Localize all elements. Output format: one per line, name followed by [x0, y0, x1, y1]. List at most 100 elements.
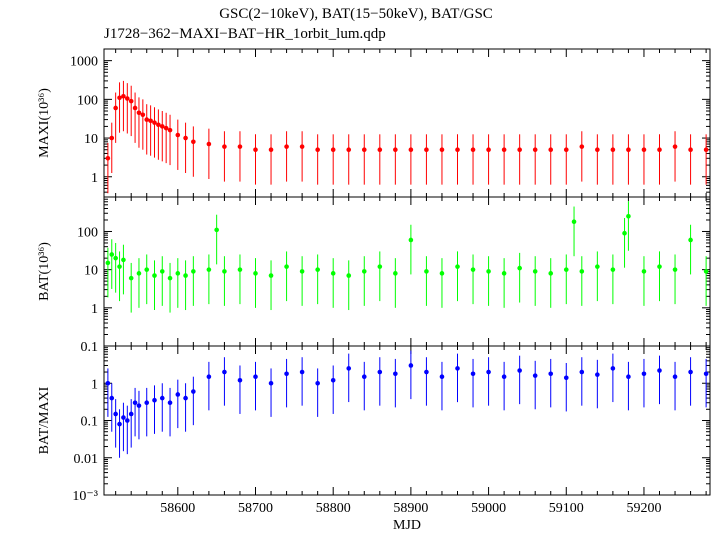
data-point	[128, 98, 134, 104]
data-point	[610, 267, 616, 272]
data-point	[109, 395, 115, 401]
y-tick-label: 1	[91, 171, 98, 186]
data-point	[610, 147, 616, 153]
y-tick-label: 100	[77, 93, 98, 108]
data-point	[439, 271, 445, 276]
y-tick-label: 0.1	[81, 415, 99, 430]
data-point	[237, 144, 243, 149]
y-tick-label: 10	[84, 264, 98, 279]
data-point	[299, 369, 305, 375]
data-point	[253, 147, 258, 153]
data-point	[222, 369, 227, 375]
data-point	[377, 264, 383, 269]
data-point	[128, 275, 134, 281]
data-point	[548, 271, 554, 276]
data-point	[136, 110, 142, 116]
data-point	[206, 374, 212, 379]
data-point	[455, 366, 460, 371]
panel-frame	[103, 48, 711, 198]
data-point	[183, 273, 188, 278]
data-point	[214, 227, 219, 233]
data-point	[237, 267, 243, 272]
data-point	[206, 267, 212, 272]
data-point	[222, 269, 227, 274]
chart-title: GSC(2−10keV), BAT(15−50keV), BAT/GSC	[219, 6, 493, 22]
data-point	[548, 147, 554, 153]
y-tick-label: 1	[91, 377, 98, 392]
data-point	[159, 395, 165, 401]
y-axis-label: MAXI(10³⁶)	[37, 88, 52, 158]
data-point	[579, 369, 585, 375]
data-point	[144, 400, 150, 406]
data-series	[105, 80, 709, 194]
data-point	[109, 252, 115, 257]
x-tick-label: 58900	[393, 501, 428, 516]
data-point	[105, 380, 111, 386]
data-point	[377, 369, 383, 375]
data-point	[117, 264, 122, 269]
data-point	[657, 368, 662, 373]
data-point	[361, 269, 367, 274]
data-point	[299, 269, 305, 274]
data-point	[346, 366, 352, 371]
data-point	[284, 264, 289, 269]
panel-bat: 0.1 1 10 100 BAT(10³⁶)	[37, 196, 711, 355]
y-tick-label: 0.01	[74, 452, 99, 467]
data-point	[486, 369, 491, 375]
data-point	[657, 147, 662, 153]
data-point	[622, 230, 627, 236]
data-point	[121, 257, 126, 263]
data-point	[121, 93, 126, 99]
data-point	[626, 147, 631, 153]
data-point	[136, 403, 142, 408]
data-point	[132, 105, 138, 111]
data-point	[563, 147, 569, 153]
data-point	[563, 267, 569, 272]
data-point	[152, 397, 157, 403]
data-point	[424, 369, 429, 375]
data-point	[517, 265, 522, 271]
data-point	[105, 155, 111, 161]
y-tick-label: 1	[91, 302, 98, 317]
data-point	[501, 374, 507, 379]
data-point	[163, 125, 169, 131]
data-point	[470, 267, 476, 272]
data-point	[284, 144, 289, 149]
data-point	[641, 371, 647, 377]
x-tick-label: 58800	[316, 501, 351, 516]
data-point	[610, 366, 616, 371]
data-point	[159, 124, 165, 129]
data-point	[424, 147, 429, 153]
data-point	[191, 389, 196, 394]
data-point	[579, 269, 585, 274]
data-point	[455, 147, 460, 153]
data-point	[117, 95, 122, 101]
data-point	[253, 374, 258, 379]
data-point	[657, 264, 662, 269]
data-point	[346, 273, 352, 278]
data-point	[167, 400, 173, 406]
data-point	[113, 255, 118, 261]
data-point	[571, 219, 577, 225]
file-subtitle: J1728−362−MAXI−BAT−HR_1orbit_lum.qdp	[104, 26, 386, 42]
data-point	[548, 371, 554, 377]
data-point	[595, 372, 600, 377]
data-point	[579, 144, 585, 149]
data-point	[361, 374, 367, 379]
data-point	[253, 271, 258, 276]
y-axis-label: BAT(10³⁶)	[37, 242, 52, 301]
data-point	[486, 147, 491, 153]
data-point	[377, 147, 383, 153]
data-point	[703, 147, 709, 153]
data-point	[152, 273, 157, 278]
y-tick-label: 10	[84, 132, 98, 147]
x-axis-label: MJD	[393, 518, 421, 533]
panel-ratio: 10⁻³ 0.01 0.1 1 BAT/MAXI 58600 58700 58800 58900…	[37, 345, 711, 533]
data-point	[532, 269, 538, 274]
data-point	[167, 275, 173, 281]
data-point	[315, 380, 320, 386]
data-point	[125, 418, 130, 423]
data-point	[470, 147, 476, 153]
data-point	[408, 147, 414, 153]
